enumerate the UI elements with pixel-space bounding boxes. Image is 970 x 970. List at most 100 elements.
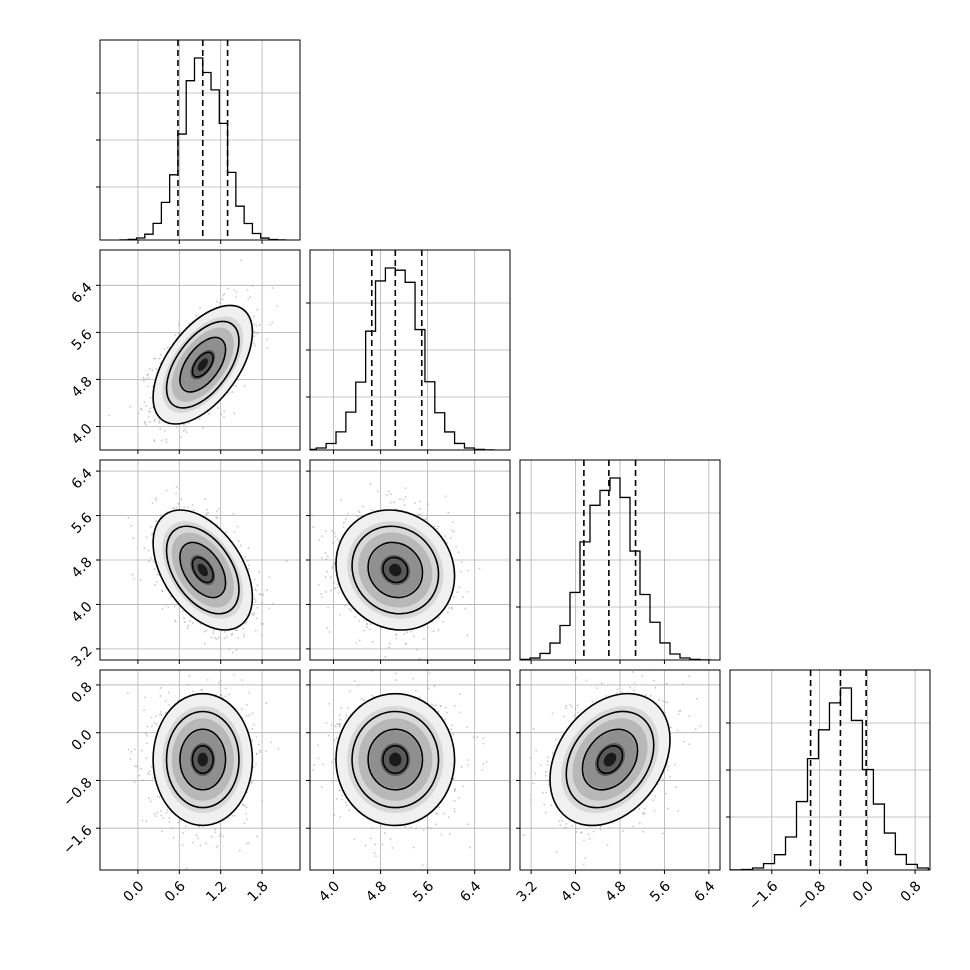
- sample-point: [340, 499, 343, 501]
- sample-point: [255, 763, 257, 766]
- sample-point: [129, 758, 132, 761]
- sample-point: [252, 612, 255, 614]
- sample-point: [447, 511, 450, 514]
- density-fill: [197, 358, 208, 371]
- sample-point: [239, 544, 242, 547]
- contour-line: [351, 525, 440, 615]
- sample-point: [199, 844, 202, 847]
- scatter-panel-3-1: 3.24.04.85.66.4: [69, 459, 301, 670]
- sample-point: [153, 561, 155, 563]
- sample-point: [326, 555, 329, 558]
- sample-point: [148, 368, 151, 370]
- sample-point: [328, 631, 331, 633]
- sample-point: [268, 576, 271, 578]
- sample-point: [271, 321, 274, 324]
- sample-point: [426, 626, 429, 629]
- y-tick-label: 6.4: [69, 280, 96, 307]
- sample-point: [232, 512, 235, 515]
- sample-point: [252, 342, 255, 345]
- y-tick-label: 0.8: [69, 679, 96, 706]
- sample-point: [155, 723, 158, 726]
- sample-point: [466, 590, 469, 593]
- sample-point: [251, 285, 254, 287]
- sample-point: [256, 584, 259, 587]
- sample-point: [224, 687, 227, 690]
- sample-point: [257, 332, 259, 334]
- sample-point: [349, 609, 352, 612]
- sample-point: [358, 620, 360, 622]
- sample-point: [325, 530, 327, 532]
- sample-point: [371, 640, 374, 643]
- sample-point: [333, 587, 336, 590]
- sample-point: [232, 673, 235, 676]
- sample-point: [235, 385, 237, 388]
- sample-point: [147, 415, 150, 418]
- sample-point: [448, 607, 450, 609]
- y-tick-label: 5.6: [69, 327, 96, 354]
- panel-frame: [309, 249, 511, 451]
- sample-point: [161, 590, 164, 593]
- sample-point: [466, 634, 469, 637]
- sample-point: [253, 344, 256, 347]
- sample-point: [250, 667, 252, 669]
- sample-point: [237, 540, 240, 542]
- sample-point: [220, 413, 222, 416]
- sample-point: [268, 607, 271, 610]
- sample-point: [206, 508, 209, 511]
- sample-point: [342, 525, 345, 528]
- panel-frame: [519, 459, 721, 661]
- sample-point: [251, 739, 253, 742]
- sample-point: [427, 503, 429, 506]
- sample-point: [325, 590, 327, 593]
- sample-point: [399, 498, 401, 500]
- x-tick-label: 0.8: [898, 878, 925, 905]
- sample-point: [419, 513, 422, 516]
- sample-point: [164, 429, 166, 432]
- sample-point: [258, 570, 261, 573]
- sample-point: [177, 333, 180, 335]
- sample-point: [130, 524, 133, 527]
- sample-point: [357, 509, 360, 512]
- sample-point: [362, 505, 364, 508]
- sample-point: [216, 523, 218, 526]
- sample-point: [155, 368, 158, 370]
- contour-line: [152, 509, 254, 631]
- sample-point: [402, 498, 405, 501]
- sample-point: [233, 531, 236, 533]
- y-tick-label: −0.8: [60, 775, 95, 810]
- sample-point: [171, 506, 174, 509]
- sample-point: [144, 377, 147, 380]
- sample-point: [358, 511, 361, 514]
- x-tick-label: −1.6: [746, 878, 781, 913]
- sample-point: [139, 407, 142, 410]
- sample-point: [165, 811, 168, 814]
- y-tick-label: 3.2: [69, 643, 96, 670]
- sample-point: [223, 637, 226, 640]
- sample-point: [259, 751, 261, 753]
- histogram-step-line: [520, 477, 711, 660]
- sample-point: [175, 486, 178, 488]
- sample-point: [321, 596, 323, 598]
- sample-point: [370, 508, 373, 511]
- sample-point: [187, 422, 190, 425]
- contour-line: [335, 509, 456, 631]
- sample-point: [237, 637, 240, 639]
- sample-point: [410, 630, 413, 633]
- sample-point: [221, 298, 224, 301]
- sample-point: [156, 573, 159, 576]
- sample-point: [219, 657, 221, 659]
- sample-point: [159, 427, 162, 430]
- sample-point: [253, 323, 256, 326]
- sample-point: [393, 501, 396, 504]
- sample-point: [141, 779, 144, 782]
- sample-point: [127, 461, 129, 463]
- sample-point: [145, 423, 147, 426]
- sample-point: [175, 506, 178, 509]
- panel-frame: [309, 459, 511, 661]
- density-layer: [127, 486, 288, 669]
- sample-point: [262, 593, 265, 596]
- sample-point: [246, 703, 248, 706]
- sample-point: [320, 535, 323, 538]
- sample-point: [161, 830, 164, 833]
- sample-point: [144, 420, 147, 423]
